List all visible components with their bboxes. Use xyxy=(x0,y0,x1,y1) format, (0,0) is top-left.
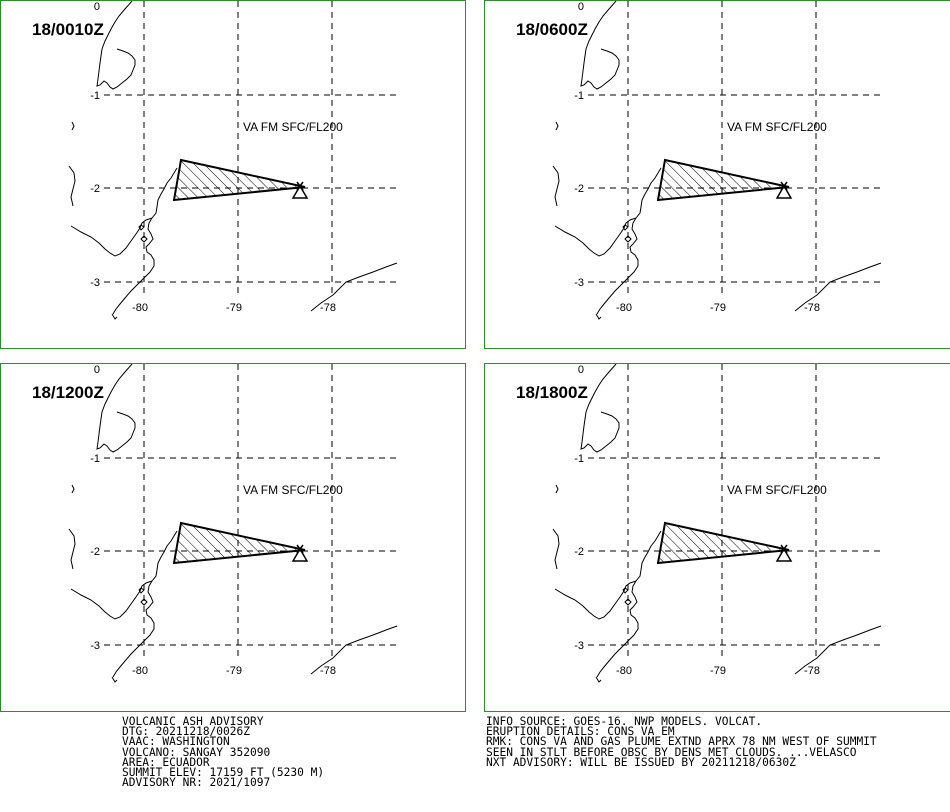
forecast-time-label: 18/1200Z xyxy=(32,383,104,402)
map-svg: 0 -1 -2 -3 -80 -79 -78 VA FM SFC/FL200 xyxy=(68,1,399,320)
advisory-line: SEEN IN STLT BEFORE OBSC BY DENS MET CLO… xyxy=(486,745,857,759)
lat-label: -3 xyxy=(90,640,100,652)
ash-cloud-polygon xyxy=(656,158,790,202)
advisory-line: INFO SOURCE: GOES-16. NWP MODELS. VOLCAT… xyxy=(486,715,763,728)
lat-label: -3 xyxy=(574,640,584,652)
map-svg: 0 -1 -2 -3 -80 -79 -78 VA FM SFC/FL200 xyxy=(552,364,883,683)
graticule xyxy=(104,364,399,657)
advisory-line: SUMMIT ELEV: 17159 FT (5230 M) xyxy=(122,765,325,779)
graticule xyxy=(588,1,883,294)
lon-label: -79 xyxy=(226,665,242,677)
graticule xyxy=(104,1,399,294)
forecast-panel-1200: 0 -1 -2 -3 -80 -79 -78 VA FM SFC/FL200 18/1200Z xyxy=(0,363,466,712)
coastline xyxy=(552,364,882,683)
advisory-line: NXT ADVISORY: WILL BE ISSUED BY 20211218… xyxy=(486,755,796,769)
ash-cloud-polygon xyxy=(656,521,790,565)
advisory-line: VOLCANO: SANGAY 352090 xyxy=(122,745,271,759)
lat-label: 0 xyxy=(578,364,584,376)
ash-cloud-polygon xyxy=(172,521,306,565)
forecast-time-label: 18/1800Z xyxy=(516,383,588,402)
lon-label: -80 xyxy=(616,302,632,314)
advisory-line: ADVISORY NR: 2021/1097 xyxy=(122,776,271,790)
lat-label: -2 xyxy=(574,183,584,195)
coastline xyxy=(68,364,398,683)
forecast-panel-0600: 0 -1 -2 -3 -80 -79 -78 VA FM SFC/FL200 18/0600Z xyxy=(484,0,950,349)
lon-label: -78 xyxy=(804,665,820,677)
forecast-panel-1800: 0 -1 -2 -3 -80 -79 -78 VA FM SFC/FL200 18/1800Z xyxy=(484,363,950,712)
forecast-time-label: 18/0600Z xyxy=(516,20,588,39)
triangle-volcano-icon xyxy=(291,181,309,199)
lat-label: -1 xyxy=(90,453,100,465)
lat-label: -2 xyxy=(90,183,100,195)
lat-label: -2 xyxy=(90,546,100,558)
advisory-line: VOLCANIC ASH ADVISORY xyxy=(122,715,264,728)
advisory-line: ERUPTION DETAILS: CONS VA EM xyxy=(486,725,675,739)
forecast-panel-0000: 0 -1 -2 -3 -80 -79 -78 VA FM SFC/FL200 18/0010Z xyxy=(0,0,466,349)
coastline xyxy=(68,1,398,320)
graticule xyxy=(588,364,883,657)
lon-label: -79 xyxy=(710,302,726,314)
lon-label: -80 xyxy=(616,665,632,677)
lon-label: -78 xyxy=(320,302,336,314)
lat-label: -2 xyxy=(574,546,584,558)
lat-label: -3 xyxy=(574,277,584,289)
lat-label: -1 xyxy=(574,90,584,102)
lon-label: -78 xyxy=(804,302,820,314)
ash-level-label: VA FM SFC/FL200 xyxy=(727,120,827,134)
coastline xyxy=(552,1,882,320)
triangle-volcano-icon xyxy=(291,544,309,562)
lat-label: -1 xyxy=(90,90,100,102)
advisory-remarks-text: INFO SOURCE: GOES-16. NWP MODELS. VOLCAT… xyxy=(486,715,877,769)
ash-level-label: VA FM SFC/FL200 xyxy=(727,483,827,497)
lon-label: -79 xyxy=(710,665,726,677)
map-svg: 0 -1 -2 -3 -80 -79 -78 VA FM SFC/FL200 xyxy=(552,1,883,320)
ash-level-label: VA FM SFC/FL200 xyxy=(243,120,343,134)
advisory-line: VAAC: WASHINGTON xyxy=(122,735,230,749)
ash-cloud-polygon xyxy=(172,158,306,202)
lat-label: -1 xyxy=(574,453,584,465)
lon-label: -80 xyxy=(132,665,148,677)
lat-label: 0 xyxy=(94,364,100,376)
ash-level-label: VA FM SFC/FL200 xyxy=(243,483,343,497)
map-svg: 0 -1 -2 -3 -80 -79 -78 VA FM SFC/FL200 xyxy=(68,364,399,683)
lat-label: -3 xyxy=(90,277,100,289)
advisory-header-text: VOLCANIC ASH ADVISORY DTG: 20211218/0026Z… xyxy=(122,715,325,790)
advisory-line: DTG: 20211218/0026Z xyxy=(122,725,250,739)
triangle-volcano-icon xyxy=(775,181,793,199)
triangle-volcano-icon xyxy=(775,544,793,562)
lon-label: -79 xyxy=(226,302,242,314)
lon-label: -78 xyxy=(320,665,336,677)
lat-label: 0 xyxy=(94,1,100,13)
advisory-line: RMK: CONS VA AND GAS PLUME EXTND APRX 78… xyxy=(486,735,877,749)
lon-label: -80 xyxy=(132,302,148,314)
advisory-line: AREA: ECUADOR xyxy=(122,755,210,769)
lat-label: 0 xyxy=(578,1,584,13)
forecast-time-label: 18/0010Z xyxy=(32,20,104,39)
